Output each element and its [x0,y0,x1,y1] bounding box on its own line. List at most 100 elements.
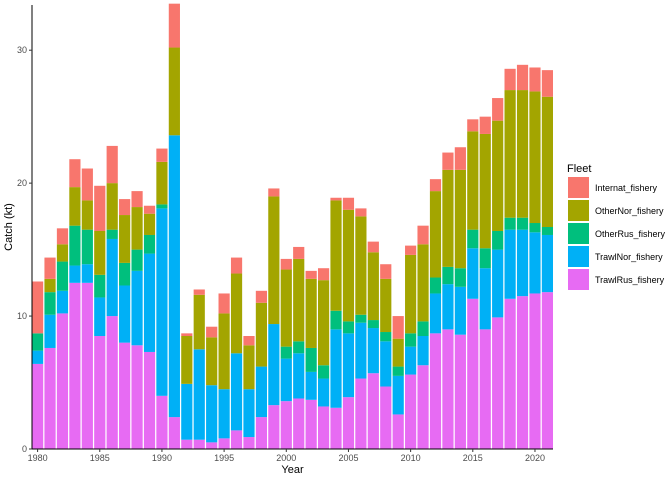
bar-Internat_fishery-1984 [81,168,93,201]
bar-OtherRus_fishery-2018 [504,217,516,230]
bar-OtherNor_fishery-1984 [81,200,93,230]
legend-label-OtherNor_fishery: OtherNor_fishery [595,206,664,216]
bar-OtherNor_fishery-2015 [467,131,479,230]
bar-TrawlRus_fishery-2007 [367,373,379,449]
bar-TrawlRus_fishery-2008 [380,386,392,449]
y-axis-ticks: 0 10 20 30 [17,45,32,454]
bar-TrawlNor_fishery-2000 [280,358,292,402]
bar-Internat_fishery-2012 [429,179,442,192]
bar-TrawlRus_fishery-1997 [243,437,255,449]
bar-TrawlRus_fishery-2020 [529,293,541,449]
bar-TrawlNor_fishery-2001 [293,353,305,399]
bar-TrawlNor_fishery-2014 [454,286,466,335]
bar-OtherRus_fishery-1989 [143,234,156,254]
bar-OtherNor_fishery-1986 [106,183,118,230]
bar-OtherNor_fishery-1991 [168,47,180,136]
bar-TrawlNor_fishery-2011 [417,336,429,366]
bar-TrawlRus_fishery-2004 [330,407,342,449]
legend-key-TrawlRus_fishery [568,269,589,290]
bar-TrawlRus_fishery-2013 [442,329,454,449]
bar-Internat_fishery-1990 [156,148,168,162]
y-tick-label-0: 0 [22,444,27,454]
bar-OtherNor_fishery-1988 [131,207,143,250]
x-tick-label-2005: 2005 [338,453,358,463]
bar-Internat_fishery-1991 [168,3,180,48]
bar-OtherNor_fishery-1982 [56,244,69,262]
bar-OtherRus_fishery-1984 [81,229,93,265]
bar-TrawlNor_fishery-2012 [429,293,442,334]
x-tick-label-2010: 2010 [401,453,421,463]
bar-TrawlRus_fishery-2001 [293,398,305,449]
bar-Internat_fishery-1997 [243,336,255,346]
bar-Internat_fishery-2017 [492,98,504,121]
bar-OtherNor_fishery-2021 [541,96,553,227]
bar-OtherRus_fishery-1986 [106,229,118,239]
bar-TrawlRus_fishery-2019 [516,296,529,449]
bar-OtherRus_fishery-2019 [516,217,529,230]
bar-TrawlNor_fishery-2008 [380,341,392,387]
bar-OtherRus_fishery-1983 [69,225,81,266]
bar-TrawlRus_fishery-1990 [156,395,168,449]
bar-OtherRus_fishery-2012 [429,277,442,294]
bar-Internat_fishery-2015 [467,119,479,132]
bar-Internat_fishery-1988 [131,191,143,208]
bar-TrawlRus_fishery-2005 [342,397,355,449]
bar-OtherNor_fishery-1993 [193,294,205,350]
bar-Internat_fishery-1986 [106,145,118,184]
bar-Internat_fishery-2010 [405,245,417,255]
bar-TrawlNor_fishery-1993 [193,349,205,440]
bar-TrawlNor_fishery-1989 [143,253,156,352]
bar-TrawlNor_fishery-1998 [255,366,268,418]
bar-Internat_fishery-1995 [218,293,230,314]
bar-Internat_fishery-2009 [392,316,404,339]
bar-TrawlRus_fishery-1998 [255,417,268,449]
bar-TrawlRus_fishery-1988 [131,345,143,449]
bar-Internat_fishery-1982 [56,228,69,245]
bar-OtherNor_fishery-2016 [479,133,491,249]
bar-OtherNor_fishery-2008 [380,278,392,333]
bar-TrawlRus_fishery-1987 [119,342,131,449]
bar-OtherNor_fishery-2014 [454,169,466,269]
bar-TrawlNor_fishery-2021 [541,234,553,293]
bar-TrawlNor_fishery-1988 [131,270,143,346]
bar-TrawlNor_fishery-2019 [516,229,529,297]
bar-OtherRus_fishery-2010 [405,333,417,347]
bar-TrawlRus_fishery-2006 [355,378,367,449]
bar-TrawlRus_fishery-1992 [181,439,193,449]
bar-OtherRus_fishery-1988 [131,249,143,271]
bar-TrawlRus_fishery-2009 [392,414,404,449]
bar-TrawlNor_fishery-1999 [268,324,280,406]
bar-TrawlNor_fishery-2016 [479,268,491,330]
bar-OtherRus_fishery-2007 [367,320,379,329]
bar-TrawlRus_fishery-2018 [504,298,516,449]
bar-TrawlNor_fishery-1982 [56,290,69,314]
bar-OtherNor_fishery-2007 [367,252,379,321]
bar-OtherRus_fishery-2004 [330,310,342,330]
bar-OtherRus_fishery-2002 [305,347,317,372]
bar-TrawlRus_fishery-2010 [405,374,417,449]
legend-key-TrawlNor_fishery [568,246,589,267]
bar-OtherNor_fishery-1981 [44,278,56,293]
bar-OtherNor_fishery-2001 [293,258,305,342]
bar-Internat_fishery-1996 [230,257,243,274]
y-axis-title: Catch (kt) [3,203,15,251]
bar-TrawlNor_fishery-2020 [529,232,541,294]
bar-Internat_fishery-2006 [355,208,367,217]
bar-OtherNor_fishery-2002 [305,278,317,348]
bar-OtherNor_fishery-2009 [392,338,404,367]
x-tick-label-2000: 2000 [276,453,296,463]
bar-TrawlNor_fishery-1980 [32,350,44,364]
x-axis-ticks: 1980 1985 1990 1995 2000 2005 2010 2015 2020 [28,449,545,463]
bar-OtherNor_fishery-2006 [355,216,367,315]
bar-OtherRus_fishery-2001 [293,341,305,354]
bar-Internat_fishery-1999 [268,188,280,197]
bar-OtherRus_fishery-2008 [380,332,392,342]
x-tick-label-1980: 1980 [28,453,48,463]
bar-TrawlNor_fishery-1984 [81,264,93,283]
x-tick-label-2015: 2015 [463,453,483,463]
bar-OtherNor_fishery-1995 [218,313,230,390]
bar-OtherNor_fishery-2020 [529,91,541,224]
legend-label-TrawlNor_fishery: TrawlNor_fishery [595,252,663,262]
bar-OtherRus_fishery-2016 [479,248,491,269]
